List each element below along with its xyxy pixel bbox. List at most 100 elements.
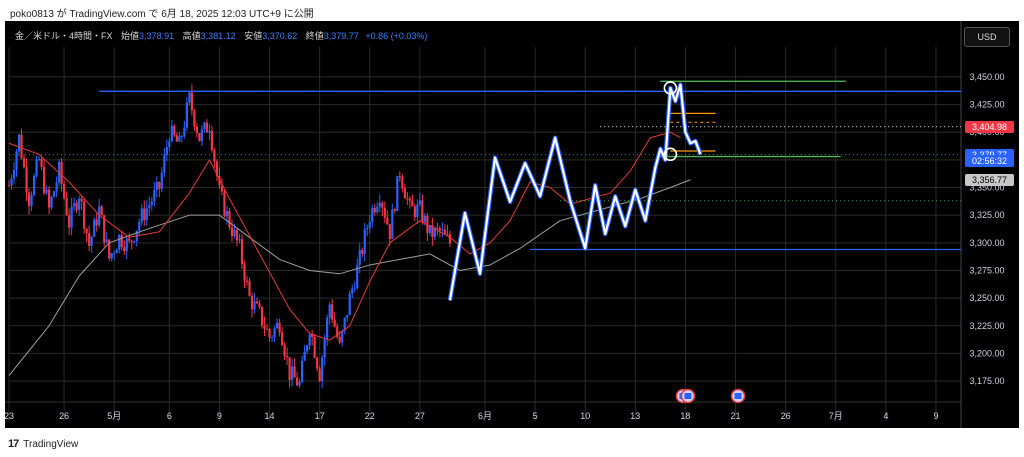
candle-body [298, 381, 301, 386]
candle-body [346, 314, 349, 318]
price-tag: 3,404.98 [965, 120, 1014, 133]
candle-body [280, 332, 284, 346]
candle-body [183, 127, 186, 137]
candle-body [240, 239, 244, 265]
ohlc-legend: 金／米ドル・4時間・FX 始値3,378.91 高値3,381.12 安値3,3… [15, 29, 427, 42]
candle-body [386, 217, 389, 225]
candle-body [393, 209, 396, 211]
candle-body [413, 206, 416, 218]
candle-body [178, 136, 181, 142]
open-label: 始値 [121, 31, 140, 41]
candle-body [358, 250, 361, 266]
zigzag-line [448, 83, 702, 301]
candle-body [376, 206, 379, 213]
x-tick-label: 27 [415, 411, 425, 421]
candle-body [351, 288, 354, 294]
candle-body [278, 322, 281, 333]
candle-body [433, 227, 436, 238]
candle-body [35, 159, 38, 176]
y-tick-label: 3,200.00 [969, 348, 1004, 358]
candle-body [316, 357, 319, 369]
y-tick-label: 3,250.00 [969, 293, 1004, 303]
candle-body [378, 202, 381, 207]
candle-body [253, 301, 256, 310]
candle-body [336, 326, 339, 337]
x-tick-label: 26 [59, 411, 69, 421]
candle-body [366, 227, 369, 230]
candle-body [113, 253, 116, 255]
candle-body [15, 151, 18, 170]
candle-body [230, 227, 234, 237]
candle-body [103, 215, 106, 243]
candle-body [143, 208, 146, 220]
candle-body [290, 366, 294, 380]
us-flag-icon [734, 393, 742, 399]
candle-body [275, 322, 279, 329]
candle-body [238, 239, 241, 241]
candle-body [318, 368, 321, 382]
x-tick-label: 6月 [478, 411, 492, 421]
x-tick-label: 9 [933, 411, 938, 421]
candle-body [188, 92, 191, 103]
candle-body [303, 351, 306, 361]
candle-body [353, 288, 356, 290]
candle-body [308, 334, 311, 346]
candle-body [228, 210, 231, 228]
candle-body [75, 203, 78, 210]
candle-body [108, 239, 111, 259]
circle-marker [663, 81, 678, 95]
candle-body [22, 158, 26, 167]
currency-button[interactable]: USD [964, 27, 1010, 47]
candle-body [248, 280, 251, 296]
publish-credit: poko0813 が TradingView.com で 6月 18, 2025… [10, 9, 314, 20]
candle-body [388, 224, 391, 240]
candle-body [383, 207, 386, 218]
candle-body [160, 172, 163, 189]
candle-body [338, 336, 341, 343]
candle-body [7, 185, 11, 187]
candle-body [80, 198, 83, 202]
candle-body [115, 249, 118, 254]
candle-body [301, 360, 304, 382]
bottom-bar: 17 TradingView [0, 432, 1024, 457]
candle-body [323, 339, 326, 358]
candle-body [150, 201, 153, 205]
candle-body [283, 345, 286, 357]
candle-body [431, 225, 434, 238]
candle-body [398, 176, 401, 178]
candle-body [100, 206, 103, 216]
candle-body [260, 306, 264, 326]
candle-body [343, 317, 346, 331]
y-tick-label: 3,175.00 [969, 376, 1004, 386]
tradingview-logo[interactable]: 17 TradingView [8, 438, 78, 450]
close-value: 3,379.77 [323, 31, 359, 41]
x-tick-label: 9 [217, 411, 222, 421]
candle-body [25, 166, 28, 193]
candle-body [185, 102, 188, 128]
candle-body [265, 328, 269, 330]
x-tick-label: 7月 [829, 411, 843, 421]
candle-body [268, 329, 271, 338]
low-label: 安値 [244, 31, 263, 41]
price-chart[interactable]: 3,175.00 3,200.00 3,225.00 3,250.00 3,275.00… [5, 21, 1019, 428]
x-tick-label: 14 [265, 411, 275, 421]
candle-body [285, 356, 289, 358]
close-label: 終値 [305, 31, 324, 41]
candle-body [32, 175, 36, 196]
candle-body [328, 304, 331, 318]
candle-body [223, 191, 226, 217]
candle-body [63, 184, 66, 198]
candle-body [203, 122, 206, 130]
symbol-label[interactable]: 金／米ドル・4時間・FX [15, 31, 113, 41]
price-tag: 3,356.77 [965, 174, 1014, 187]
candle-body [60, 161, 63, 185]
candle-body [17, 134, 21, 152]
candle-body [273, 328, 276, 338]
x-tick-label: 4 [883, 411, 888, 421]
chart-panel[interactable]: 3,175.00 3,200.00 3,225.00 3,250.00 3,275.00… [5, 21, 1019, 428]
candle-body [215, 161, 219, 176]
candle-body [443, 229, 447, 234]
candle-body [258, 303, 261, 307]
candle-body [163, 154, 166, 173]
change-value: +0.86 (+0.03%) [365, 31, 428, 41]
